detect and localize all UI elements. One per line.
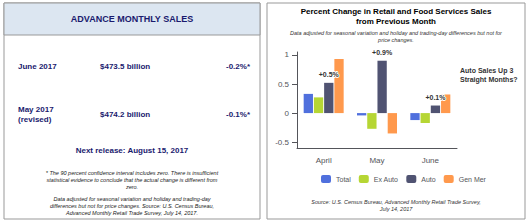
svg-text:+0.5%: +0.5%	[319, 71, 340, 78]
svg-text:-0.1%*: -0.1%*	[226, 110, 251, 119]
svg-text:Gen Mer: Gen Mer	[459, 176, 487, 183]
svg-text:June: June	[422, 156, 440, 165]
svg-text:$474.2 billion: $474.2 billion	[100, 110, 150, 119]
svg-text:Percent Change in Retail and F: Percent Change in Retail and Food Servic…	[301, 7, 492, 16]
svg-text:+0.1%: +0.1%	[425, 94, 446, 101]
svg-text:1: 1	[285, 50, 290, 59]
svg-text:* The 90 percent confidence in: * The 90 percent confidence interval inc…	[46, 170, 219, 176]
svg-text:+0.9%: +0.9%	[372, 49, 393, 56]
svg-text:(revised): (revised)	[18, 115, 52, 124]
svg-text:0: 0	[285, 109, 290, 118]
svg-text:Data adjusted for seasonal var: Data adjusted for seasonal variation and…	[53, 196, 211, 202]
svg-text:$473.5 billion: $473.5 billion	[100, 62, 150, 71]
svg-text:from Previous Month: from Previous Month	[356, 17, 436, 26]
svg-text:differences but not for price: differences but not for price changes. S…	[50, 203, 214, 209]
svg-text:-0.2%*: -0.2%*	[226, 62, 251, 71]
svg-text:Source: U.S. Census Bureau, Ad: Source: U.S. Census Bureau, Advanced Mon…	[311, 199, 481, 205]
svg-text:ADVANCE MONTHLY SALES: ADVANCE MONTHLY SALES	[71, 14, 193, 24]
svg-text:0.5: 0.5	[278, 80, 290, 89]
svg-text:Auto Sales Up 3: Auto Sales Up 3	[460, 67, 513, 75]
svg-text:Ex Auto: Ex Auto	[374, 176, 398, 183]
svg-text:Advanced Monthly Retail Trade: Advanced Monthly Retail Trade Survey, Ju…	[65, 210, 198, 216]
svg-text:statistical evidence to conclu: statistical evidence to conclude that th…	[47, 177, 218, 183]
svg-text:Next release: August 15, 2017: Next release: August 15, 2017	[76, 146, 189, 155]
svg-text:July 14, 2017: July 14, 2017	[379, 206, 414, 212]
svg-text:zero.: zero.	[125, 184, 138, 190]
svg-text:April: April	[316, 156, 332, 165]
svg-text:price changes.: price changes.	[377, 37, 414, 43]
svg-text:Total: Total	[336, 176, 351, 183]
svg-text:May 2017: May 2017	[18, 105, 54, 114]
svg-text:Data adjusted for seasonal var: Data adjusted for seasonal variation and…	[290, 30, 503, 36]
svg-text:Auto: Auto	[421, 176, 436, 183]
svg-text:June 2017: June 2017	[18, 62, 57, 71]
svg-text:-0.5: -0.5	[275, 138, 289, 147]
svg-text:May: May	[369, 156, 384, 165]
svg-text:Straight Months?: Straight Months?	[460, 76, 518, 84]
